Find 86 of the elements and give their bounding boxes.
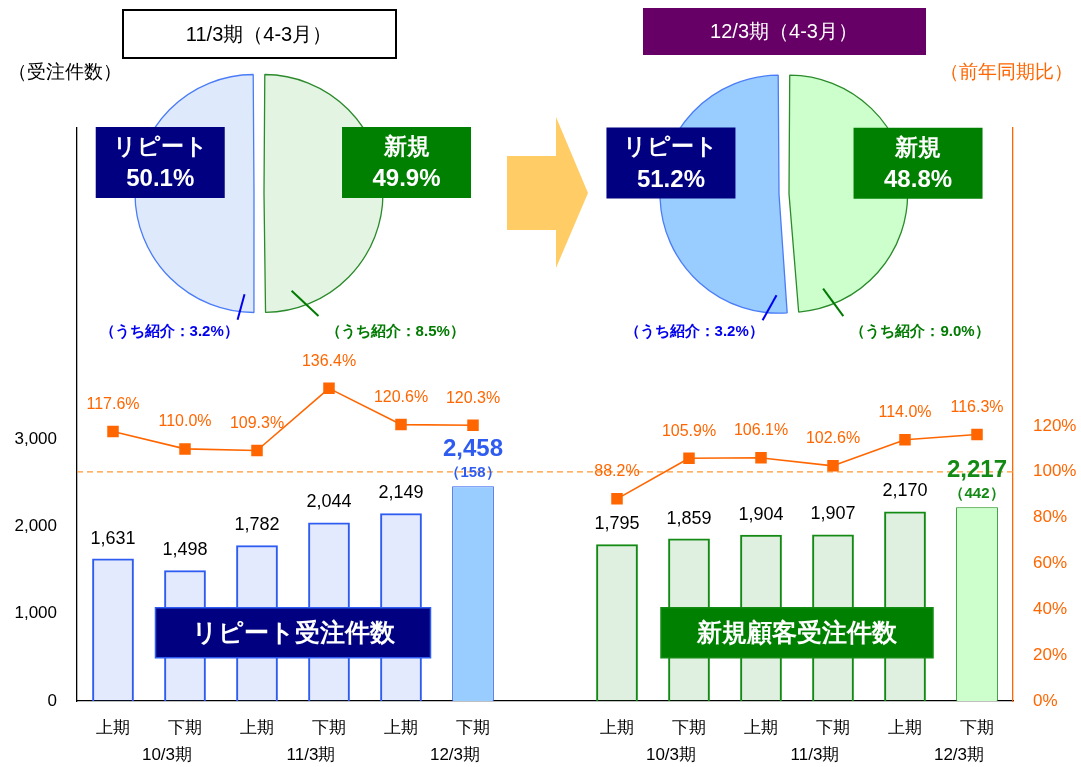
chart-title: 12/3期（4-3月） xyxy=(642,8,926,55)
y2-axis-title: （前年同期比） xyxy=(940,61,1073,83)
point xyxy=(683,452,695,465)
data-label: 2,170 xyxy=(882,480,928,501)
x-tick-label: 上期 xyxy=(96,717,130,737)
point xyxy=(395,418,407,431)
data-label: 88.2% xyxy=(594,462,640,480)
data-label: 1,498 xyxy=(162,539,208,560)
data-label: 50.1% xyxy=(126,164,195,192)
y-tick-label: 3,000 xyxy=(14,428,57,448)
text: （うち紹介：8.5%） xyxy=(325,321,465,339)
y-tick-label: 1,000 xyxy=(14,603,57,623)
series-label: リピート受注件数 xyxy=(191,617,396,646)
y2-tick-label: 100% xyxy=(1033,461,1077,481)
point xyxy=(467,419,479,432)
data-label: 1,782 xyxy=(234,514,280,535)
point xyxy=(755,452,767,464)
data-label: 2,044 xyxy=(306,491,352,512)
y2-tick-label: 60% xyxy=(1033,553,1068,573)
slice-label: 新規 xyxy=(382,132,430,159)
slice-label: リピート xyxy=(623,133,719,160)
text: 10/3期 xyxy=(141,744,193,764)
text: 10/3期 xyxy=(645,744,697,764)
y2-tick-label: 40% xyxy=(1033,599,1068,619)
point xyxy=(899,433,911,446)
y-axis-title: （受注件数） xyxy=(8,61,122,83)
x-tick-label: 下期 xyxy=(672,717,706,737)
bar xyxy=(596,544,638,701)
text: 11/3期 xyxy=(790,744,840,764)
text: 12/3期 xyxy=(429,744,481,764)
data-label: 114.0% xyxy=(878,403,932,421)
point xyxy=(827,460,839,472)
x-tick-label: 下期 xyxy=(456,717,490,737)
chart-title: 11/3期（4-3月） xyxy=(121,9,397,59)
y2-tick-label: 20% xyxy=(1033,644,1068,664)
data-label: 120.3% xyxy=(445,388,501,406)
point xyxy=(251,444,263,457)
data-label: 1,859 xyxy=(666,507,712,528)
point xyxy=(107,425,119,438)
x-tick-label: 上期 xyxy=(600,717,634,737)
data-label: 102.6% xyxy=(805,429,861,447)
data-label: 110.0% xyxy=(158,412,212,430)
slice-label: 新規 xyxy=(894,133,942,160)
y-tick-label: 0 xyxy=(47,690,57,710)
data-label: 109.3% xyxy=(229,413,285,431)
point xyxy=(179,443,191,455)
bar xyxy=(92,558,134,701)
data-label: 1,907 xyxy=(810,503,856,524)
annotation: （442） xyxy=(949,484,1005,502)
x-tick-label: 上期 xyxy=(384,717,418,737)
data-label: 1,631 xyxy=(90,527,136,548)
data-label: 49.9% xyxy=(372,164,441,192)
text: 12/3期 xyxy=(933,744,985,764)
series-label: 新規顧客受注件数 xyxy=(696,617,898,646)
point xyxy=(611,493,623,505)
data-label: 2,149 xyxy=(378,482,424,503)
text: 11/3期 xyxy=(286,744,336,764)
data-label: 1,904 xyxy=(738,503,784,524)
y2-tick-label: 80% xyxy=(1033,507,1068,527)
point xyxy=(971,428,983,441)
data-label: 117.6% xyxy=(86,394,140,412)
slice-label: リピート xyxy=(112,132,208,159)
annotation: （158） xyxy=(445,463,501,481)
data-label: 2,458 xyxy=(442,433,504,461)
data-label: 120.6% xyxy=(373,387,429,405)
y-tick-label: 2,000 xyxy=(14,515,57,535)
data-label: 116.3% xyxy=(950,397,1004,415)
point xyxy=(323,382,335,395)
text: （うち紹介：3.2%） xyxy=(624,322,764,340)
x-tick-label: 下期 xyxy=(816,717,850,737)
data-label: 48.8% xyxy=(884,164,953,192)
x-tick-label: 下期 xyxy=(312,717,346,737)
data-label: 106.1% xyxy=(733,421,789,439)
data-label: 1,795 xyxy=(594,513,640,534)
text: （うち紹介：9.0%） xyxy=(850,321,990,339)
y2-tick-label: 0% xyxy=(1033,690,1058,710)
text: （うち紹介：3.2%） xyxy=(99,321,239,339)
x-tick-label: 上期 xyxy=(744,717,778,737)
x-tick-label: 下期 xyxy=(960,717,994,737)
data-label: 105.9% xyxy=(661,421,717,439)
y2-tick-label: 120% xyxy=(1033,415,1077,435)
data-label: 51.2% xyxy=(636,164,705,192)
data-label: 136.4% xyxy=(301,351,357,369)
x-tick-label: 下期 xyxy=(168,717,202,737)
x-tick-label: 上期 xyxy=(888,717,922,737)
x-tick-label: 上期 xyxy=(240,717,274,737)
